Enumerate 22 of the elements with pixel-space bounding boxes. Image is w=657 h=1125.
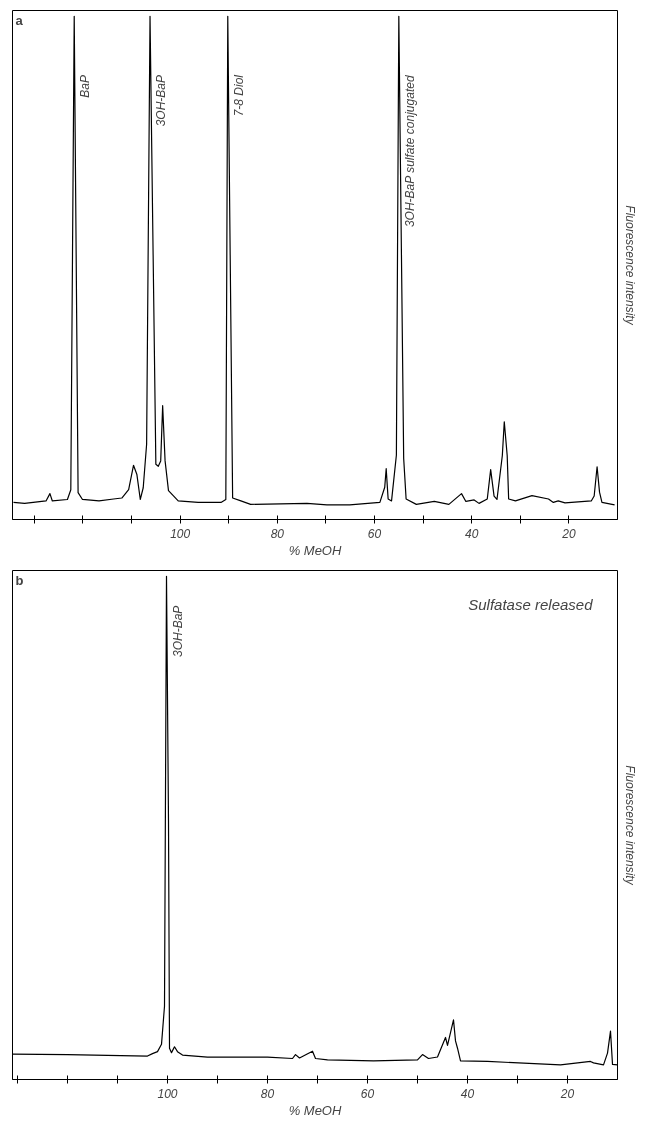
x-tick-label: 20 — [561, 526, 576, 541]
x-tick-label: 20 — [559, 1086, 575, 1101]
annotation: 3OH-BaP — [154, 74, 169, 127]
x-tick-label: 60 — [360, 1086, 375, 1101]
annotation: b — [15, 572, 24, 588]
x-tick-label: 80 — [270, 526, 285, 541]
x-tick-label: 40 — [465, 526, 479, 541]
annotation: 7-8 Diol — [231, 74, 246, 117]
annotation: 3OH-BaP — [170, 605, 185, 658]
x-tick-label: 100 — [170, 526, 191, 541]
annotation: Sulfatase released — [468, 595, 594, 613]
x-tick-label: 60 — [367, 526, 382, 541]
x-tick-label: 80 — [260, 1086, 275, 1101]
x-tick-label: 100 — [157, 1086, 178, 1101]
x-axis-title: % MeOH — [288, 542, 342, 558]
annotation: 3OH-BaP sulfate conjugated — [402, 75, 417, 228]
annotation: a — [15, 12, 24, 28]
y-axis-title: Fluorescence intensity — [622, 205, 637, 326]
x-axis-title: % MeOH — [288, 1102, 342, 1118]
annotation: BaP — [78, 74, 93, 98]
y-axis-title: Fluorescence intensity — [622, 765, 637, 886]
x-tick-label: 40 — [460, 1086, 475, 1101]
